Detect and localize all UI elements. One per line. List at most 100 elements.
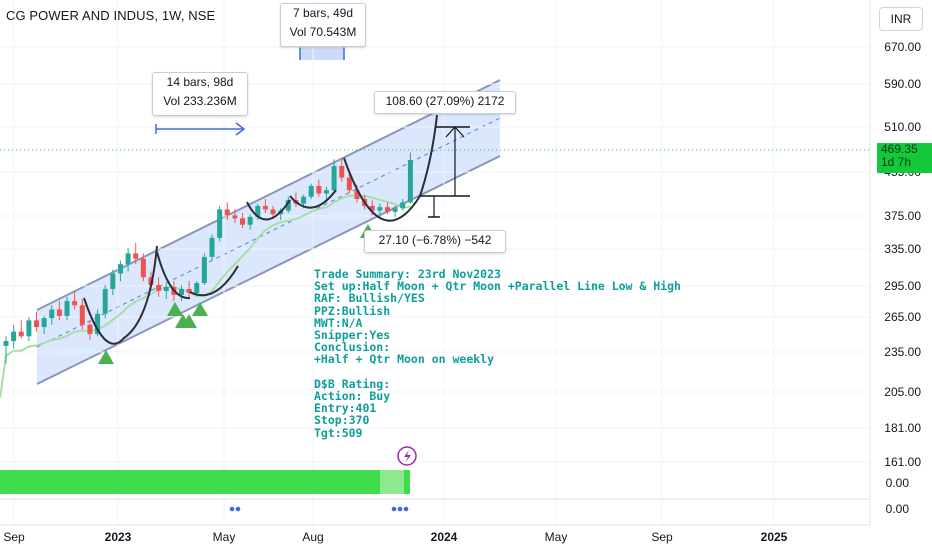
moon-curve: [156, 251, 191, 300]
moon-curve: [289, 189, 337, 209]
candle-body: [240, 218, 246, 225]
candle: [217, 205, 223, 242]
candle: [270, 205, 276, 219]
candle-body: [87, 324, 93, 334]
moon-curve: [246, 199, 291, 221]
measure-box-1: 14 bars, 98d Vol 233.236M: [152, 72, 248, 116]
measure-volume-label: Vol 233.236M: [163, 94, 237, 108]
candle-body: [407, 160, 413, 203]
summary-line: +Half + Qtr Moon on weekly: [314, 352, 495, 367]
candle-body: [18, 331, 24, 337]
candle: [102, 285, 108, 319]
candle: [407, 152, 413, 204]
candle: [385, 202, 390, 215]
candle: [125, 248, 131, 272]
last-price: 469.35: [881, 142, 918, 156]
summary-line: [314, 366, 681, 378]
candle-body: [255, 205, 261, 217]
candle: [163, 283, 169, 300]
trade-summary: Trade Summary: 23rd Nov2023 Set up:Half M…: [314, 268, 681, 439]
candle-body: [163, 286, 169, 291]
currency-button[interactable]: INR: [879, 7, 923, 31]
candle: [285, 196, 291, 213]
event-dot: [391, 506, 397, 512]
candle: [392, 205, 398, 217]
y-tick-label: 265.00: [884, 310, 921, 324]
buy-marker: [192, 302, 208, 316]
x-tick-label: 2023: [105, 530, 132, 544]
summary-line: Trade Summary: 23rd Nov2023: [314, 267, 501, 281]
candle: [262, 199, 268, 213]
summary-line: RAF: Bullish/YES: [314, 291, 425, 306]
lightning-icon-bolt: [404, 450, 411, 463]
summary-line: Entry:401: [314, 401, 377, 416]
candle-body: [72, 301, 78, 306]
x-tick-label: 2025: [761, 530, 788, 544]
indicator-bar-end: [404, 470, 410, 494]
channel-lower-line: [36, 155, 501, 385]
candle-body: [11, 331, 17, 342]
candle-body: [102, 288, 108, 314]
event-dot: [235, 506, 241, 512]
summary-line: Tgt:509: [314, 425, 363, 440]
candle-body: [369, 205, 375, 211]
candle: [240, 212, 246, 228]
candle-body: [125, 253, 131, 265]
lightning-icon: [397, 446, 417, 466]
range-up-arrowhead: [445, 126, 465, 138]
candle: [34, 311, 40, 332]
range-up-label: 108.60 (27.09%) 2172: [374, 91, 516, 114]
candle-body: [385, 207, 390, 212]
measure-bars-label: 7 bars, 49d: [292, 6, 354, 20]
y-tick-label: 510.00: [884, 120, 921, 134]
channel-mid-line: [36, 117, 501, 348]
candle-body: [346, 177, 352, 191]
candle-body: [217, 209, 223, 238]
candle-body: [209, 237, 215, 257]
candle-body: [301, 196, 307, 204]
bar-countdown: 1d 7h: [881, 155, 912, 169]
summary-line: PPZ:Bullish: [314, 303, 391, 318]
candle-body: [262, 205, 268, 210]
candle-body: [247, 216, 253, 225]
x-tick-label: Aug: [302, 530, 323, 544]
candle: [133, 242, 139, 265]
candle-body: [34, 320, 40, 328]
candles: [3, 152, 413, 364]
candle-body: [26, 320, 32, 337]
candle-body: [110, 273, 116, 289]
candle: [49, 305, 55, 325]
candle-body: [201, 256, 207, 284]
candle-body: [156, 285, 162, 291]
candle: [400, 199, 406, 211]
moon-curve: [189, 265, 239, 297]
summary-line: Stop:370: [314, 413, 370, 428]
summary-line: D$B Rating:: [314, 376, 391, 391]
candle: [316, 179, 322, 197]
buy-marker: [98, 350, 114, 364]
candle: [247, 214, 253, 230]
range-down-label: 27.10 (−6.78%) −542: [364, 230, 506, 253]
candle: [346, 173, 352, 194]
candle-body: [49, 309, 55, 319]
candle-body: [148, 277, 154, 286]
candle-body: [285, 200, 291, 211]
candle: [72, 290, 78, 310]
indicator-bar-light: [380, 470, 404, 494]
summary-line: Action: Buy: [314, 389, 391, 404]
candle: [377, 203, 383, 219]
y-tick-label: 161.00: [884, 455, 921, 469]
summary-line: Snipper:Yes: [314, 328, 391, 343]
summary-line: MWT:N/A: [314, 315, 363, 330]
moon-curve: [343, 114, 438, 222]
indicator-tick-label: 0.00: [886, 502, 910, 516]
indicator-tick-label: 0.00: [886, 476, 910, 490]
drawings: [83, 114, 470, 466]
measure-bars-label: 14 bars, 98d: [166, 75, 234, 89]
event-dot: [403, 506, 409, 512]
candle-body: [392, 208, 398, 212]
symbol-title: CG POWER AND INDUS, 1W, NSE: [6, 8, 216, 23]
last-price-tag: 469.35 1d 7h: [877, 143, 932, 173]
candle-body: [232, 215, 238, 219]
candle-body: [339, 165, 345, 178]
